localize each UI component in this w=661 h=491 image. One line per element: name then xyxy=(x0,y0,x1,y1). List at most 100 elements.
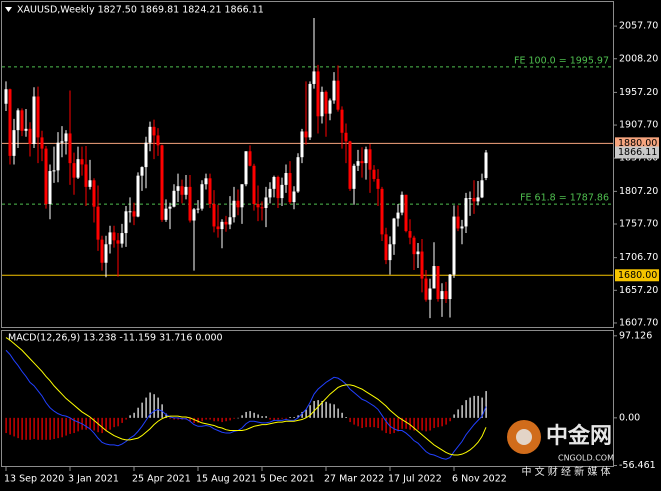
histogram-bar xyxy=(157,397,159,418)
candle-body xyxy=(320,91,324,117)
candle-body xyxy=(276,176,280,199)
histogram-bar xyxy=(297,415,299,418)
histogram-bar xyxy=(41,417,43,440)
histogram-bar xyxy=(357,417,359,427)
histogram-bar xyxy=(209,417,211,420)
candle-body xyxy=(396,212,400,219)
histogram-bar xyxy=(269,417,271,420)
candle-body xyxy=(44,148,48,205)
macd-line xyxy=(5,349,487,460)
candle-body xyxy=(12,130,16,156)
candle-body xyxy=(8,89,12,156)
y-tick-label: 1757.70 xyxy=(619,219,658,230)
candle-body xyxy=(92,180,96,207)
histogram-bar xyxy=(17,417,19,439)
candle-body xyxy=(288,173,292,203)
histogram-bar xyxy=(237,417,239,419)
candle-body xyxy=(140,167,144,176)
y-tick-label: 1607.70 xyxy=(619,317,658,328)
y-tick-label: 1907.70 xyxy=(619,120,658,131)
candle-body xyxy=(292,191,296,203)
histogram-bar xyxy=(245,411,247,418)
histogram-bar xyxy=(445,417,447,425)
histogram-bar xyxy=(253,412,255,418)
candle-body xyxy=(420,251,424,279)
histogram-bar xyxy=(69,417,71,434)
candle-body xyxy=(472,198,476,202)
histogram-bar xyxy=(377,417,379,428)
price-tag-label: 1880.00 xyxy=(618,138,657,149)
candle-body xyxy=(144,142,148,168)
candle-body xyxy=(132,211,136,217)
candle-body xyxy=(136,175,140,217)
candle-body xyxy=(228,217,232,225)
histogram-bar xyxy=(417,417,419,430)
candle-body xyxy=(256,204,260,208)
candle-body xyxy=(80,159,84,165)
candle-body xyxy=(428,288,432,300)
candle-body xyxy=(360,161,364,164)
candle-body xyxy=(476,197,480,202)
candle-body xyxy=(308,83,312,138)
histogram-bar xyxy=(381,417,383,431)
candle-body xyxy=(480,180,484,198)
candle-body xyxy=(484,152,488,178)
histogram-bar xyxy=(285,417,287,419)
candle-body xyxy=(432,266,436,289)
candle-body xyxy=(84,164,88,187)
candle-body xyxy=(224,221,228,225)
histogram-bar xyxy=(189,417,191,422)
histogram-bar xyxy=(145,397,147,418)
candle-body xyxy=(184,186,188,195)
candle-body xyxy=(348,141,352,189)
watermark-tagline: 中 文 财 经 新 媒 体 xyxy=(521,465,610,478)
histogram-bar xyxy=(453,414,455,418)
x-tick-label: 3 Jan 2021 xyxy=(68,474,119,485)
candle-body xyxy=(372,169,376,179)
histogram-bar xyxy=(385,417,387,434)
histogram-bar xyxy=(105,417,107,432)
histogram-bar xyxy=(29,417,31,440)
histogram-bar xyxy=(113,417,115,428)
candle-body xyxy=(200,184,204,209)
price-tag-label: 1680.00 xyxy=(618,270,657,281)
candle-body xyxy=(100,239,104,263)
histogram-bar xyxy=(421,417,423,431)
histogram-bar xyxy=(413,417,415,431)
candle-body xyxy=(244,151,248,185)
histogram-bar xyxy=(365,417,367,428)
histogram-bar xyxy=(33,417,35,439)
candle-body xyxy=(160,145,164,220)
histogram-bar xyxy=(225,417,227,422)
histogram-bar xyxy=(461,405,463,418)
y-tick-label: 1957.20 xyxy=(619,87,658,98)
menu-triangle[interactable] xyxy=(5,7,12,12)
candle-body xyxy=(72,163,76,178)
histogram-bar xyxy=(273,417,275,421)
candle-body xyxy=(208,178,212,205)
candle-body xyxy=(384,234,388,261)
candle-body xyxy=(280,184,284,199)
histogram-bar xyxy=(309,405,311,418)
histogram-bar xyxy=(65,417,67,436)
candle-body xyxy=(220,221,224,230)
histogram-bar xyxy=(465,400,467,418)
candle-body xyxy=(64,133,68,142)
candle-body xyxy=(456,216,460,229)
price-tag xyxy=(615,269,659,282)
histogram-bar xyxy=(53,417,55,439)
histogram-bar xyxy=(429,417,431,431)
candle-body xyxy=(316,71,320,117)
candle-body xyxy=(440,291,444,300)
candle-body xyxy=(180,186,184,195)
chart-title: XAUUSD,Weekly 1827.50 1869.81 1824.21 18… xyxy=(17,5,264,16)
candle-body xyxy=(212,204,216,227)
candle-body xyxy=(392,218,396,245)
histogram-bar xyxy=(73,417,75,434)
histogram-bar xyxy=(277,417,279,420)
histogram-bar xyxy=(101,417,103,434)
histogram-bar xyxy=(241,415,243,418)
histogram-bar xyxy=(149,392,151,418)
histogram-bar xyxy=(333,404,335,418)
